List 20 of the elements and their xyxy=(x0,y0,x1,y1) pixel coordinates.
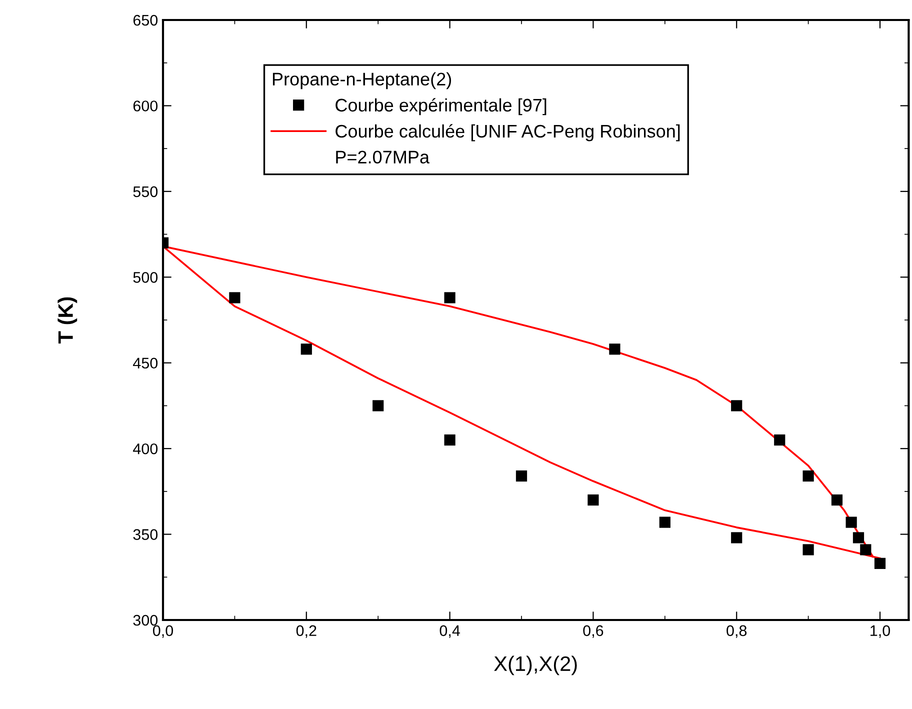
legend-label: Courbe expérimentale [97] xyxy=(336,98,546,116)
y-tick-label: 500 xyxy=(133,272,158,283)
legend-title: Propane-n-Heptane(2) xyxy=(272,72,452,90)
y-tick-label: 450 xyxy=(133,358,158,369)
annotation: P=2.07MPa xyxy=(336,150,430,164)
y-axis-title: T (K) xyxy=(58,297,78,344)
y-tick-label: 650 xyxy=(133,14,158,26)
y-tick-label: 600 xyxy=(133,100,158,112)
x-tick-label: 0,2 xyxy=(296,625,316,638)
x-tick-label: 0,4 xyxy=(440,625,460,638)
y-tick-label: 400 xyxy=(133,443,158,454)
x-tick-label: 1,0 xyxy=(870,625,890,638)
x-axis-title: X(1),X(2) xyxy=(494,656,577,676)
y-tick-label: 350 xyxy=(133,529,158,540)
x-tick-label: 0,8 xyxy=(726,625,747,638)
x-tick-label: 0,6 xyxy=(583,625,604,638)
legend-label: Courbe calculée [UNIF AC-Peng Robinson] xyxy=(336,124,680,142)
x-tick-label: 0,0 xyxy=(152,625,174,638)
y-tick-label: 300 xyxy=(133,614,158,626)
y-tick-label: 550 xyxy=(133,186,158,198)
